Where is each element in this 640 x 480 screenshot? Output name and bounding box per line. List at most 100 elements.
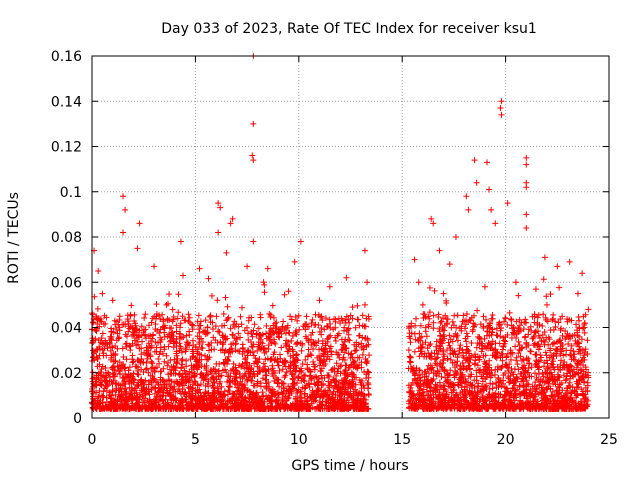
data-point — [229, 365, 236, 372]
data-point — [235, 330, 242, 337]
data-point — [203, 367, 210, 374]
data-point — [433, 405, 440, 412]
data-point — [481, 283, 488, 290]
data-point — [131, 403, 138, 410]
data-point — [128, 302, 135, 309]
data-point — [498, 350, 505, 357]
data-point — [308, 400, 315, 407]
data-point — [504, 364, 511, 371]
data-point — [352, 381, 359, 388]
data-point — [580, 391, 587, 398]
data-point — [94, 305, 101, 312]
data-point — [452, 234, 459, 240]
data-point — [492, 220, 499, 227]
data-point — [478, 388, 485, 395]
data-point — [459, 352, 466, 359]
data-point — [223, 403, 230, 410]
data-point — [324, 323, 331, 330]
data-point — [533, 391, 540, 398]
data-point — [183, 363, 190, 370]
data-point — [296, 326, 303, 333]
data-point — [175, 309, 182, 316]
y-tick-label: 0.14 — [51, 94, 82, 110]
data-point — [567, 333, 574, 340]
data-point — [504, 331, 511, 338]
data-point — [576, 317, 583, 324]
data-point — [341, 349, 348, 356]
data-point — [421, 353, 428, 360]
data-point — [332, 392, 339, 399]
data-point — [430, 319, 437, 326]
data-point — [568, 401, 575, 408]
data-point — [471, 312, 478, 319]
data-point — [190, 350, 197, 357]
data-point — [342, 320, 349, 327]
data-point — [339, 346, 346, 353]
data-point — [445, 394, 452, 401]
data-point — [580, 373, 587, 380]
data-point — [94, 316, 101, 323]
data-point — [295, 312, 302, 319]
data-point — [498, 364, 505, 371]
data-point — [363, 359, 370, 366]
data-point — [365, 385, 372, 392]
data-point — [325, 378, 332, 385]
data-point — [360, 382, 367, 389]
data-point — [427, 392, 434, 399]
data-point — [532, 286, 539, 293]
data-point — [272, 398, 279, 405]
data-point — [182, 374, 189, 381]
data-point — [417, 399, 424, 406]
data-point — [510, 394, 517, 401]
data-point — [265, 334, 272, 341]
data-point — [168, 325, 175, 332]
data-point — [161, 329, 168, 336]
data-point — [465, 405, 472, 412]
data-point — [454, 370, 461, 377]
data-point — [420, 395, 427, 402]
data-point — [527, 348, 534, 355]
data-point — [574, 391, 581, 398]
data-point — [529, 335, 536, 342]
data-point — [294, 389, 301, 396]
data-point — [89, 375, 96, 382]
data-point — [177, 343, 184, 350]
data-point — [433, 372, 440, 379]
data-point — [143, 365, 150, 372]
data-point — [536, 357, 543, 364]
data-point — [211, 346, 218, 353]
data-point — [260, 279, 267, 286]
data-point — [538, 338, 545, 345]
data-point — [121, 377, 128, 384]
data-point — [568, 317, 575, 324]
data-point — [164, 390, 171, 397]
data-point — [562, 328, 569, 335]
data-point — [543, 293, 550, 300]
data-point — [356, 405, 363, 412]
data-point — [359, 312, 366, 319]
data-point — [541, 254, 548, 261]
data-point — [461, 318, 468, 325]
data-point — [406, 400, 413, 407]
data-point — [553, 352, 560, 359]
data-point — [99, 347, 106, 354]
data-point — [456, 325, 463, 332]
data-point — [307, 394, 314, 401]
data-point — [292, 329, 299, 336]
data-point — [276, 383, 283, 390]
data-point — [513, 354, 520, 361]
data-point — [533, 360, 540, 367]
data-point — [517, 404, 524, 411]
data-point — [150, 401, 157, 408]
data-point — [316, 297, 323, 304]
data-point — [335, 351, 342, 358]
data-point — [562, 377, 569, 384]
data-point — [331, 368, 338, 375]
data-point — [146, 396, 153, 403]
data-point — [215, 200, 222, 207]
data-point — [267, 387, 274, 394]
data-point — [462, 397, 469, 404]
data-point — [456, 345, 463, 352]
data-point — [190, 364, 197, 371]
